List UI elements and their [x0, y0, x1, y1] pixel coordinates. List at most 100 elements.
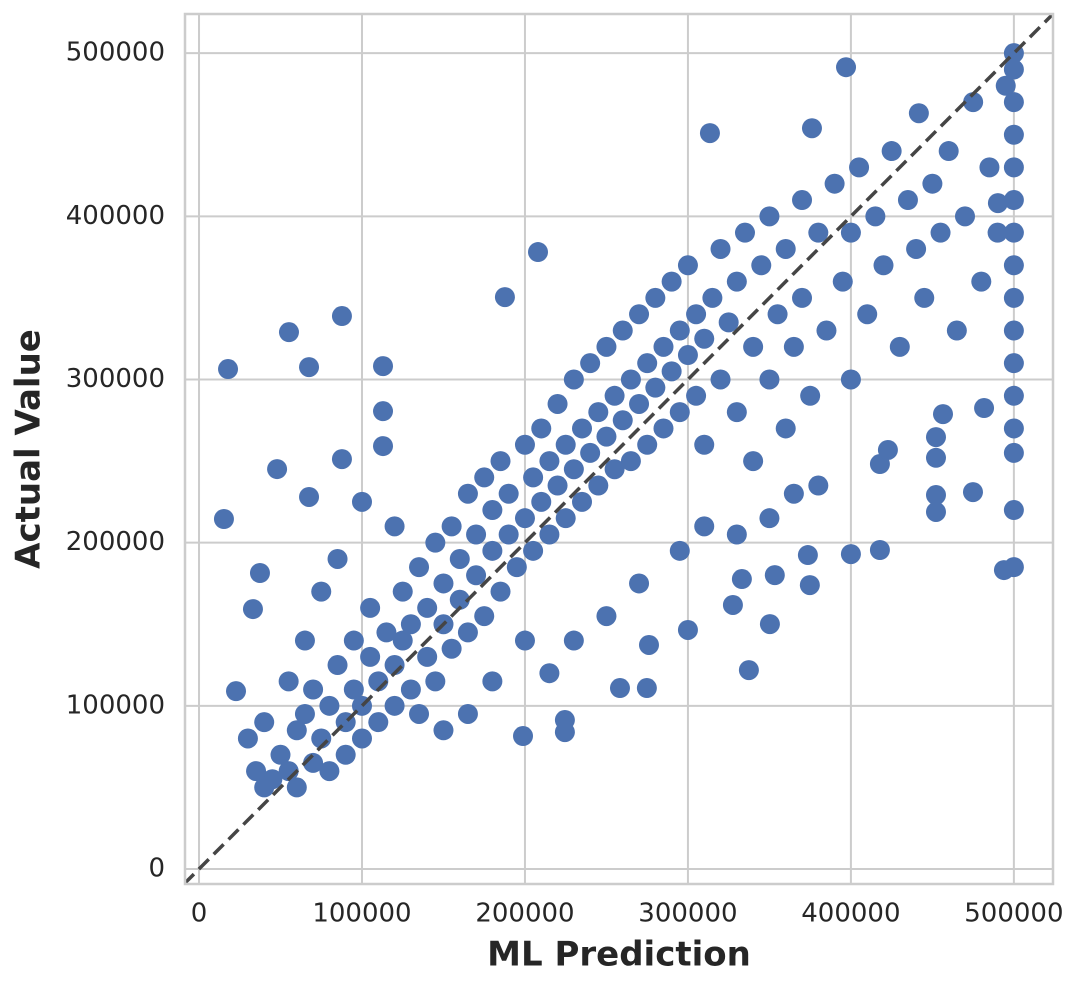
point [539, 451, 560, 472]
point [877, 439, 898, 460]
y-axis-label: Actual Value [9, 329, 49, 569]
point [286, 720, 307, 741]
point [563, 459, 584, 480]
point [738, 660, 759, 681]
point [932, 404, 953, 425]
point [889, 336, 910, 357]
point [653, 418, 674, 439]
point [335, 744, 356, 765]
y-tick-label: 0 [148, 853, 165, 883]
point [351, 728, 372, 749]
point [767, 304, 788, 325]
point [327, 655, 348, 676]
point [490, 581, 511, 602]
point [482, 671, 503, 692]
point [343, 630, 364, 651]
point [1003, 222, 1024, 243]
reference [185, 14, 1053, 884]
point [286, 777, 307, 798]
point [759, 508, 780, 529]
point [360, 597, 381, 618]
point [629, 304, 650, 325]
point [1003, 385, 1024, 406]
point [792, 287, 813, 308]
point [299, 357, 320, 378]
point [857, 304, 878, 325]
point [908, 103, 929, 124]
point [539, 524, 560, 545]
point [343, 679, 364, 700]
point [384, 695, 405, 716]
point [547, 393, 568, 414]
point [743, 451, 764, 472]
point [954, 206, 975, 227]
point [588, 402, 609, 423]
y-tick-label: 500000 [66, 38, 165, 68]
plot-frame [183, 12, 1055, 886]
point [702, 287, 723, 308]
point [270, 744, 291, 765]
point [531, 418, 552, 439]
point [677, 619, 698, 640]
point [694, 434, 715, 455]
point [449, 589, 470, 610]
point [816, 320, 837, 341]
point [669, 540, 690, 561]
point [490, 451, 511, 472]
point [620, 451, 641, 472]
point [554, 710, 575, 731]
point [351, 491, 372, 512]
point [629, 393, 650, 414]
point [457, 622, 478, 643]
point [840, 369, 861, 390]
point [433, 720, 454, 741]
point [710, 238, 731, 259]
point [808, 475, 829, 496]
point [596, 336, 617, 357]
point [759, 206, 780, 227]
point [865, 206, 886, 227]
point [840, 544, 861, 565]
point [731, 569, 752, 590]
point [580, 353, 601, 374]
point [514, 630, 535, 651]
point [311, 581, 332, 602]
point [694, 516, 715, 537]
point [242, 599, 263, 620]
point [514, 434, 535, 455]
point [1003, 353, 1024, 374]
point [498, 524, 519, 545]
point [938, 141, 959, 162]
point [800, 385, 821, 406]
y-tick-label: 100000 [66, 690, 165, 720]
point [963, 92, 984, 113]
point [539, 663, 560, 684]
point [897, 190, 918, 211]
point [1003, 255, 1024, 276]
point [1003, 92, 1024, 113]
point [246, 761, 267, 782]
point [331, 306, 352, 327]
point [801, 118, 822, 139]
point [677, 345, 698, 366]
point [1003, 287, 1024, 308]
point [979, 157, 1000, 178]
point [620, 369, 641, 390]
point [775, 418, 796, 439]
point [930, 222, 951, 243]
point [873, 255, 894, 276]
point [808, 222, 829, 243]
point [783, 483, 804, 504]
point [699, 123, 720, 144]
point [249, 563, 270, 584]
point [604, 385, 625, 406]
point [596, 426, 617, 447]
point [360, 646, 381, 667]
y-tick-label: 300000 [66, 364, 165, 394]
point [734, 222, 755, 243]
point [669, 402, 690, 423]
point [319, 695, 340, 716]
point [946, 320, 967, 341]
point [494, 287, 515, 308]
point [836, 57, 857, 78]
